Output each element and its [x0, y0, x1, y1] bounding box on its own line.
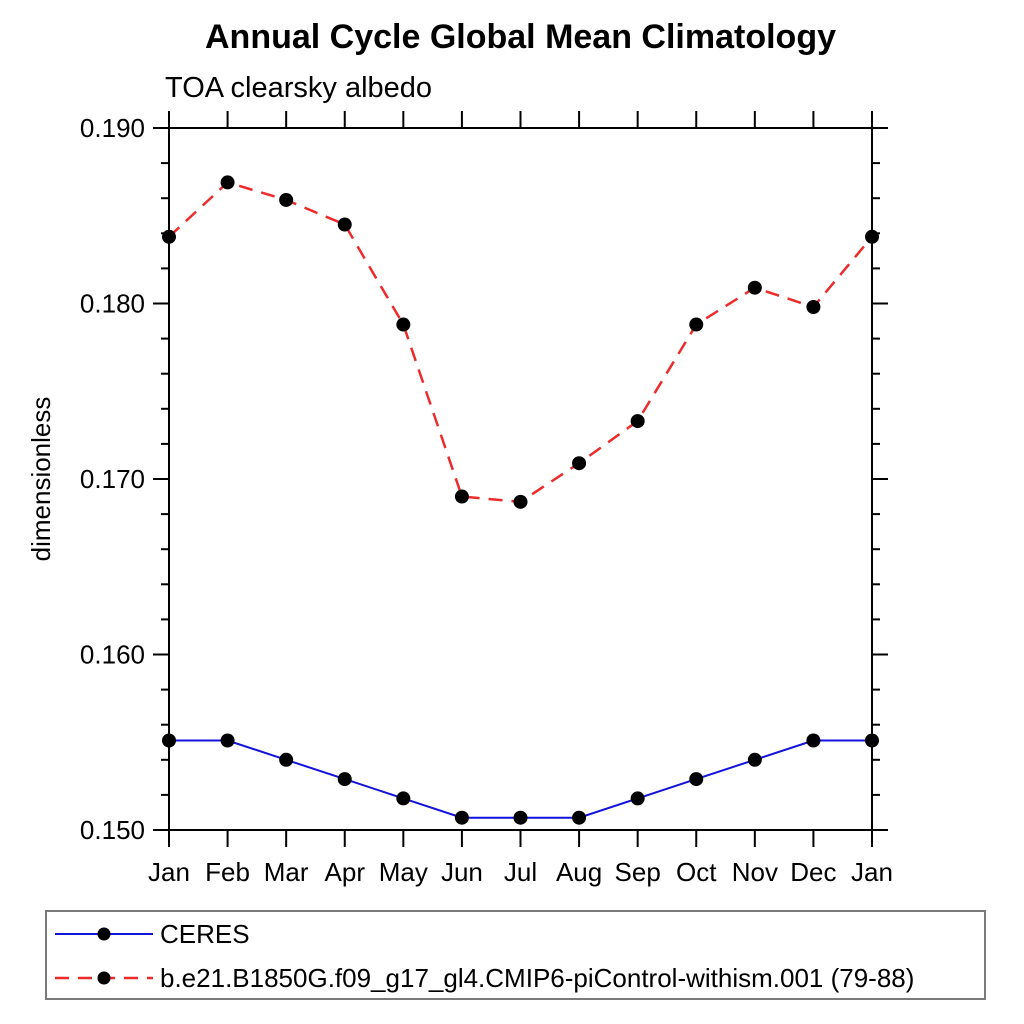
x-tick-label: Jun — [441, 857, 483, 887]
data-point-series-0 — [454, 810, 469, 825]
data-point-series-1 — [454, 489, 469, 504]
data-point-series-1 — [865, 229, 879, 244]
data-point-series-0 — [747, 752, 762, 767]
legend-item-ceres: CERES — [55, 921, 250, 947]
y-tick-label: 0.160 — [80, 640, 145, 670]
x-tick-label: Aug — [556, 857, 602, 887]
data-point-series-1 — [162, 229, 176, 244]
x-tick-label: Jan — [851, 857, 893, 887]
legend-swatch-model-icon — [55, 971, 153, 985]
data-point-series-1 — [513, 494, 528, 509]
legend-swatch-ceres-icon — [55, 927, 153, 941]
x-tick-label: Jul — [504, 857, 537, 887]
x-tick-label: Feb — [205, 857, 250, 887]
series-line-0 — [169, 739, 872, 819]
data-point-series-0 — [572, 810, 587, 825]
data-point-series-1 — [396, 317, 411, 332]
data-point-series-1 — [806, 300, 821, 315]
legend-box: CERES b.e21.B1850G.f09_g17_gl4.CMIP6-piC… — [45, 910, 986, 1000]
data-point-series-0 — [337, 772, 352, 787]
data-point-series-1 — [689, 317, 704, 332]
data-point-series-0 — [806, 733, 821, 748]
legend-marker — [97, 971, 111, 985]
data-point-series-0 — [396, 791, 411, 806]
y-tick-label: 0.190 — [80, 113, 145, 143]
y-tick-label: 0.150 — [80, 815, 145, 845]
data-point-series-0 — [630, 791, 645, 806]
data-point-series-1 — [220, 175, 235, 190]
data-point-series-0 — [865, 733, 879, 748]
data-point-series-0 — [513, 810, 528, 825]
y-tick-label: 0.180 — [80, 289, 145, 319]
legend-label-model: b.e21.B1850G.f09_g17_gl4.CMIP6-piControl… — [160, 963, 915, 993]
x-tick-label: Mar — [264, 857, 309, 887]
x-tick-label: Sep — [615, 857, 661, 887]
chart-title: Annual Cycle Global Mean Climatology — [205, 18, 836, 56]
x-tick-label: Dec — [790, 857, 836, 887]
x-tick-label: Apr — [325, 857, 366, 887]
data-point-series-1 — [572, 456, 587, 471]
data-point-series-0 — [279, 752, 294, 767]
x-tick-label: Oct — [676, 857, 717, 887]
data-point-series-1 — [630, 414, 645, 429]
legend-marker — [97, 927, 111, 941]
series-line-1 — [168, 181, 873, 504]
data-point-series-1 — [337, 217, 352, 232]
chart-subtitle: TOA clearsky albedo — [165, 72, 433, 104]
data-point-series-1 — [747, 280, 762, 295]
x-tick-label: Jan — [148, 857, 190, 887]
x-tick-label: May — [379, 857, 428, 887]
y-tick-label: 0.170 — [80, 464, 145, 494]
data-point-series-0 — [220, 733, 235, 748]
data-point-series-0 — [162, 733, 176, 748]
data-point-series-1 — [279, 192, 294, 207]
legend-label-ceres: CERES — [160, 919, 250, 949]
x-tick-label: Nov — [732, 857, 778, 887]
plot-frame — [168, 127, 873, 831]
data-point-series-0 — [689, 772, 704, 787]
legend-item-model: b.e21.B1850G.f09_g17_gl4.CMIP6-piControl… — [55, 965, 914, 991]
y-axis-label: dimensionless — [26, 397, 56, 562]
